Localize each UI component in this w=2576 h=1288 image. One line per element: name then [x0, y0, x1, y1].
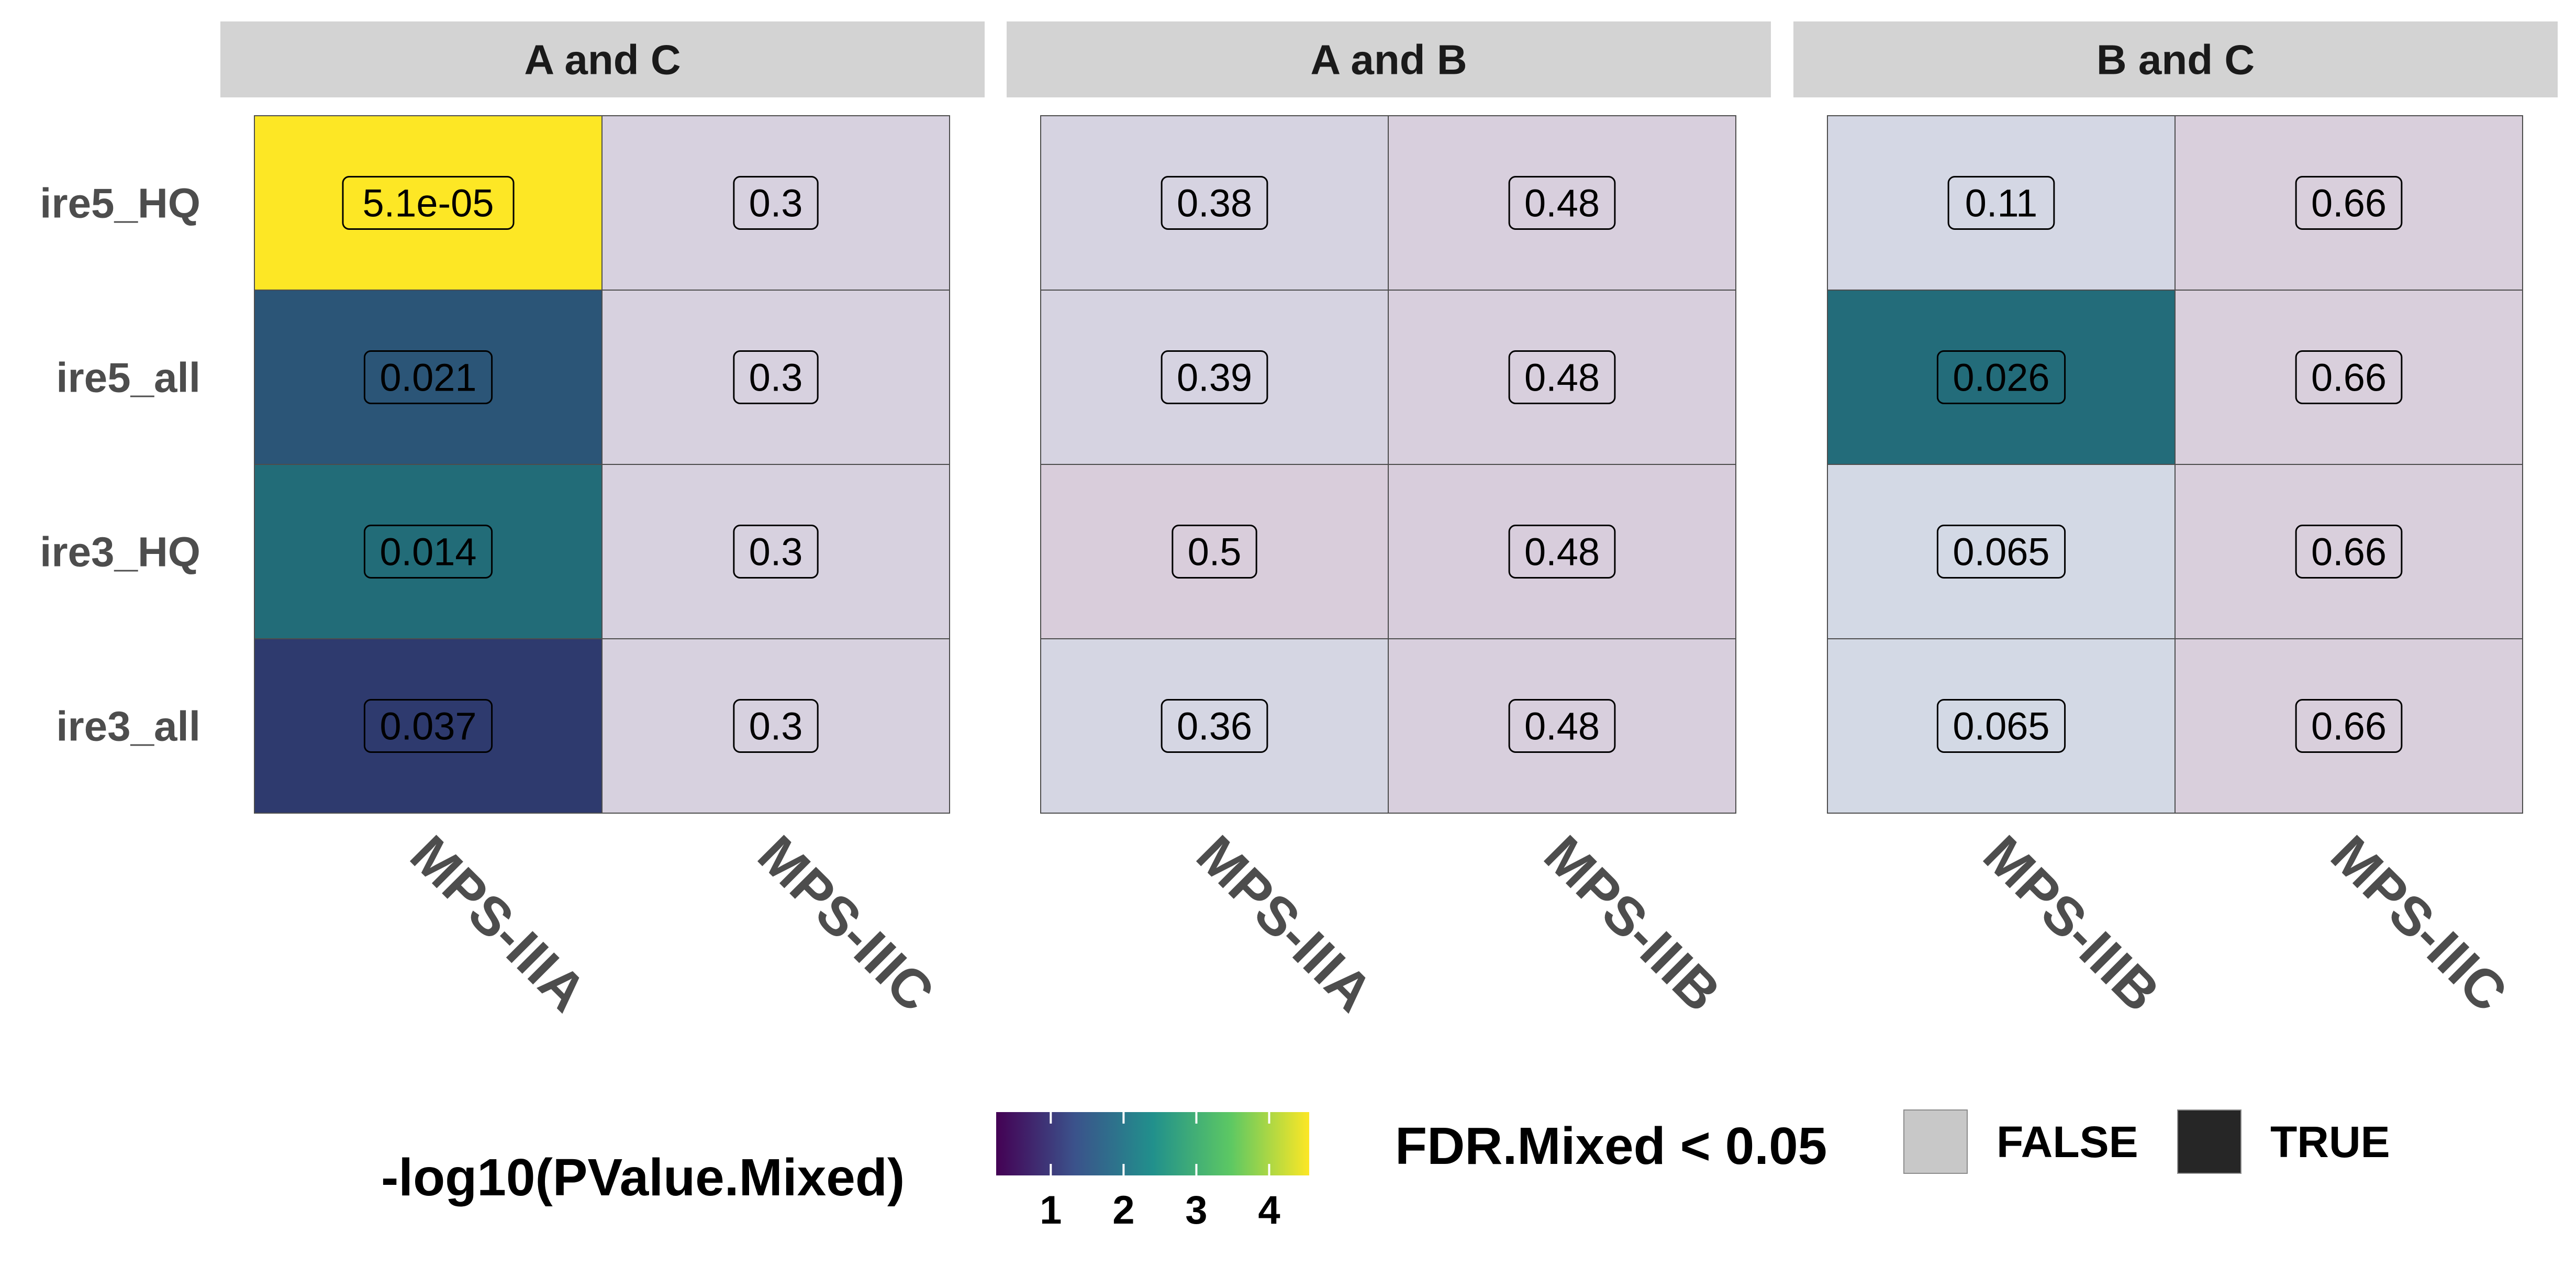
row-label-ire5_all: ire5_all: [56, 354, 200, 401]
cell-label-box: [1161, 176, 1268, 230]
cell-label-box: [1936, 350, 2066, 404]
facets-layer: ire5_HQ ire5_all ire3_HQ ire3_all A and C 5.1…: [40, 21, 2558, 1024]
cell-label-box: [1508, 176, 1616, 230]
fdr-legend-keys: FALSE TRUE: [1903, 1109, 2390, 1174]
facet-strip-label: B and C: [2097, 37, 2255, 83]
cell-label: 0.66: [2311, 182, 2387, 225]
column-label: MPS-IIIB: [1972, 824, 2171, 1023]
fdr-key-swatch-false: [1903, 1109, 1968, 1174]
cell-label-box: [733, 176, 819, 230]
cell-label: 0.38: [1177, 182, 1252, 225]
cell-label-box: [363, 699, 493, 753]
cell-label-box: [1172, 525, 1257, 579]
colorbar-tick-label: 3: [1185, 1188, 1207, 1233]
facet-strip: [1793, 21, 2558, 97]
cell-label: 0.11: [1965, 182, 2038, 225]
cell-label: 0.5: [1188, 530, 1242, 574]
cell-label-box: [2295, 525, 2403, 579]
cell-label: 0.3: [749, 356, 803, 399]
colorbar-tick-label: 2: [1112, 1188, 1134, 1233]
column-label: MPS-IIIA: [1185, 824, 1384, 1023]
facet-strip-label: A and C: [524, 37, 681, 83]
cell-label-box: [733, 699, 819, 753]
cell-label-box: [1508, 699, 1616, 753]
column-label: MPS-IIIB: [1533, 824, 1732, 1023]
cell-label: 5.1e-05: [363, 182, 494, 225]
cell-label-box: [363, 350, 493, 404]
facet-strip: [1007, 21, 1771, 97]
column-label: MPS-IIIA: [399, 824, 598, 1023]
cell-label: 0.66: [2311, 705, 2387, 748]
cell-label: 0.39: [1177, 356, 1252, 399]
cell-label: 0.48: [1524, 530, 1600, 574]
cell-label: 0.065: [1953, 530, 2049, 574]
column-label: MPS-IIIC: [2319, 824, 2518, 1023]
cell-label: 0.48: [1524, 705, 1600, 748]
colorbar-tick-label: 4: [1258, 1188, 1280, 1233]
facet-strip: [220, 21, 985, 97]
cell-label-box: [1161, 350, 1268, 404]
cell-label: 0.3: [749, 182, 803, 225]
cell-label-box: [1161, 699, 1268, 753]
colorbar-tick-label: 1: [1040, 1188, 1062, 1233]
cell-label-box: [1947, 176, 2055, 230]
cell-label-box: [2295, 699, 2403, 753]
cell-label-box: [1508, 525, 1616, 579]
facet-strip-label: A and B: [1310, 37, 1467, 83]
colorbar: [996, 1112, 1309, 1175]
fdr-key-label-false: FALSE: [1997, 1117, 2138, 1167]
cell-label-box: [2295, 176, 2403, 230]
row-label-ire3_all: ire3_all: [56, 703, 200, 750]
cell-label-box: [342, 176, 515, 230]
facet-panel: B and C 0.11 0.66 0.026 0.66 0.065 0.66 0.065 0.…: [1793, 21, 2558, 1024]
cell-label: 0.66: [2311, 356, 2387, 399]
cell-label: 0.48: [1524, 182, 1600, 225]
cell-label: 0.014: [380, 530, 476, 574]
fdr-key-swatch-true: [2177, 1109, 2242, 1174]
column-label: MPS-IIIC: [746, 824, 945, 1023]
cell-label-box: [363, 525, 493, 579]
cell-label-box: [1936, 525, 2066, 579]
colorbar-title: -log10(PValue.Mixed): [381, 1148, 905, 1207]
cell-label-box: [733, 350, 819, 404]
facet-panel: A and C 5.1e-05 0.3 0.021 0.3 0.014 0.3 0.037 0.…: [220, 21, 985, 1024]
cell-label: 0.3: [749, 705, 803, 748]
cell-label: 0.026: [1953, 356, 2049, 399]
cell-label: 0.037: [380, 705, 476, 748]
cell-label: 0.36: [1177, 705, 1252, 748]
fdr-legend-title: FDR.Mixed < 0.05: [1395, 1117, 1827, 1175]
cell-label: 0.48: [1524, 356, 1600, 399]
colorbar-ticks: 1 2 3 4: [1040, 1112, 1280, 1233]
facet-panel: A and B 0.38 0.48 0.39 0.48 0.5 0.48 0.36 0.48 MP…: [1007, 21, 1771, 1024]
cell-label-box: [2295, 350, 2403, 404]
cell-label: 0.021: [380, 356, 476, 399]
legend-layer: -log10(PValue.Mixed) 1 2 3 4 FDR.Mixed < 0.…: [381, 1109, 2390, 1233]
row-label-ire5_HQ: ire5_HQ: [40, 180, 200, 227]
cell-label-box: [1508, 350, 1616, 404]
cell-label: 0.3: [749, 530, 803, 574]
fdr-key-label-true: TRUE: [2270, 1117, 2390, 1167]
row-label-ire3_HQ: ire3_HQ: [40, 529, 200, 575]
cell-label-box: [1936, 699, 2066, 753]
cell-label-box: [733, 525, 819, 579]
cell-label: 0.065: [1953, 705, 2049, 748]
cell-label: 0.66: [2311, 530, 2387, 574]
